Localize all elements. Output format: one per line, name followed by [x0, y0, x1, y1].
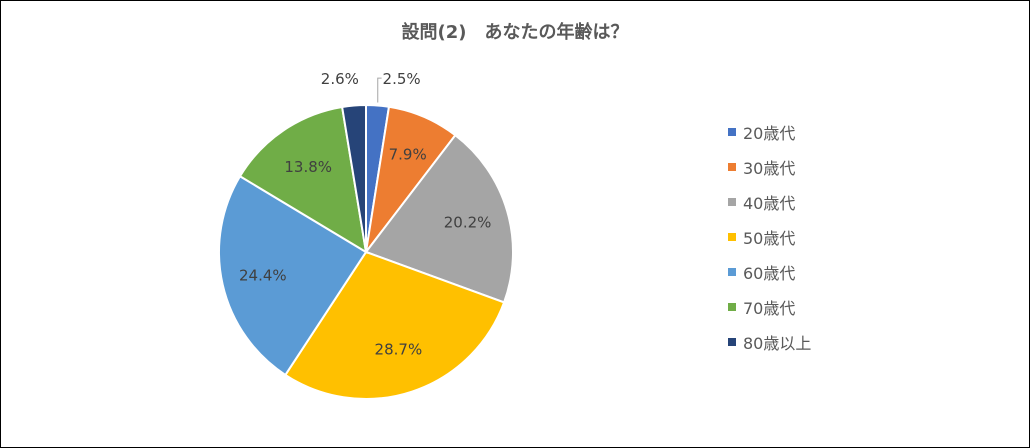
legend-swatch-4 — [728, 232, 736, 241]
legend-label-4: 50歳代 — [743, 228, 796, 248]
pie-slice-4 — [283, 250, 506, 400]
data-label-1: 2.5% — [383, 70, 421, 88]
legend-swatch-2 — [728, 162, 736, 171]
chart-title: 設問(2) あなたの年齢は？ — [401, 22, 629, 43]
legend-label-6: 70歳代 — [743, 298, 796, 318]
data-label-7: 2.6% — [321, 70, 359, 88]
legend-item-6: 70歳代 — [728, 289, 811, 324]
legend-label-5: 60歳代 — [743, 263, 796, 283]
legend-item-4: 50歳代 — [728, 219, 811, 254]
leader-line-1 — [377, 77, 382, 103]
data-label-5: 24.4% — [239, 267, 287, 285]
legend-swatch-7 — [728, 337, 736, 346]
legend-swatch-3 — [728, 197, 736, 206]
legend: 20歳代 30歳代 40歳代 50歳代 60歳代 70歳代 80歳以上 — [728, 114, 811, 359]
pie-slice-7 — [340, 103, 367, 253]
data-label-4: 28.7% — [375, 341, 423, 359]
legend-item-5: 60歳代 — [728, 254, 811, 289]
legend-item-7: 80歳以上 — [728, 324, 811, 359]
legend-label-2: 30歳代 — [743, 158, 796, 178]
pie-slice-5 — [218, 174, 368, 377]
legend-label-3: 40歳代 — [743, 193, 796, 213]
legend-swatch-1 — [728, 127, 736, 136]
legend-item-1: 20歳代 — [728, 114, 811, 149]
pie-slice-3 — [364, 133, 514, 304]
legend-swatch-5 — [728, 267, 736, 276]
legend-label-7: 80歳以上 — [743, 333, 812, 353]
legend-label-1: 20歳代 — [743, 123, 796, 143]
pie-slice-6 — [238, 105, 368, 254]
legend-swatch-6 — [728, 302, 736, 311]
data-label-2: 7.9% — [389, 146, 427, 164]
data-label-6: 13.8% — [284, 158, 332, 176]
data-label-3: 20.2% — [444, 213, 492, 231]
legend-item-2: 30歳代 — [728, 149, 811, 184]
legend-item-3: 40歳代 — [728, 184, 811, 219]
